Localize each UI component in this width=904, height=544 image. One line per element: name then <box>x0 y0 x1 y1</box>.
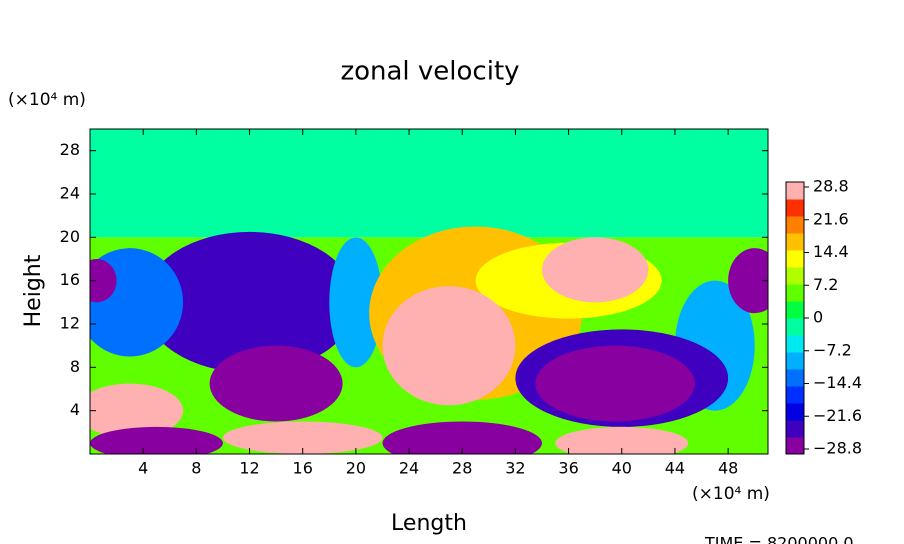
y-unit: (×10⁴ m) <box>8 90 86 110</box>
colorbar-band <box>786 284 804 302</box>
contour-region <box>222 421 383 454</box>
colorbar-band <box>786 369 804 387</box>
colorbar-band <box>786 301 804 319</box>
contour-region <box>535 345 695 422</box>
x-tick-label: 28 <box>452 459 472 478</box>
contour-field <box>90 129 768 454</box>
contour-region <box>728 248 768 314</box>
y-tick-label: 8 <box>70 357 80 376</box>
y-tick-label: 24 <box>60 184 80 203</box>
y-tick-label: 12 <box>60 314 80 333</box>
colorbar-band <box>786 182 804 200</box>
colorbar-tick-label: −7.2 <box>813 340 852 359</box>
contour-region <box>90 426 223 454</box>
y-tick-label: 28 <box>60 140 80 159</box>
colorbar-tick-label: 21.6 <box>813 209 849 228</box>
colorbar-tick-label: 0 <box>813 308 823 327</box>
plot-frame <box>89 128 769 455</box>
colorbar-tick-label: −21.6 <box>813 406 862 425</box>
x-tick-label: 12 <box>239 459 259 478</box>
colorbar-band <box>786 386 804 404</box>
chart-title: zonal velocity <box>340 57 519 87</box>
contour-region <box>209 345 343 422</box>
x-tick-label: 32 <box>505 459 525 478</box>
colorbar-band <box>786 216 804 234</box>
x-tick-label: 48 <box>718 459 738 478</box>
x-tick-label: 16 <box>293 459 313 478</box>
x-unit: (×10⁴ m) <box>692 484 770 504</box>
colorbar-tick-label: −28.8 <box>813 439 862 458</box>
contour-region <box>329 237 383 368</box>
x-tick-label: 4 <box>138 459 148 478</box>
colorbar-band <box>786 335 804 353</box>
x-tick-label: 44 <box>665 459 685 478</box>
contour-region <box>90 259 117 303</box>
colorbar-band <box>786 437 804 455</box>
contour-region <box>90 383 184 438</box>
colorbar-tick-label: 14.4 <box>813 242 849 261</box>
colorbar-tick-label: −14.4 <box>813 373 862 392</box>
colorbar-band <box>786 403 804 421</box>
y-tick-label: 16 <box>60 270 80 289</box>
colorbar-band <box>786 267 804 285</box>
x-tick-label: 40 <box>612 459 632 478</box>
contour-region <box>542 237 649 303</box>
x-tick-label: 24 <box>399 459 419 478</box>
contour-region <box>555 426 689 454</box>
contour-region <box>143 231 356 373</box>
colorbar-band <box>786 199 804 217</box>
x-tick-label: 20 <box>346 459 366 478</box>
x-tick-label: 8 <box>191 459 201 478</box>
y-tick-label: 20 <box>60 227 80 246</box>
colorbar-tick-label: 7.2 <box>813 275 838 294</box>
colorbar-band <box>786 233 804 251</box>
x-tick-label: 36 <box>558 459 578 478</box>
colorbar-band <box>786 250 804 268</box>
contour-region <box>382 286 516 406</box>
footer: TIME = 8200000.0 <box>704 534 854 544</box>
contour-region <box>382 421 542 454</box>
y-axis-label: Height <box>21 254 46 327</box>
colorbar-tick-label: 28.8 <box>813 177 849 196</box>
colorbar-band <box>786 352 804 370</box>
colorbar-band <box>786 318 804 336</box>
y-tick-label: 4 <box>70 400 80 419</box>
colorbar-band <box>786 420 804 438</box>
x-axis-label: Length <box>391 511 467 536</box>
contour-region <box>90 129 768 238</box>
